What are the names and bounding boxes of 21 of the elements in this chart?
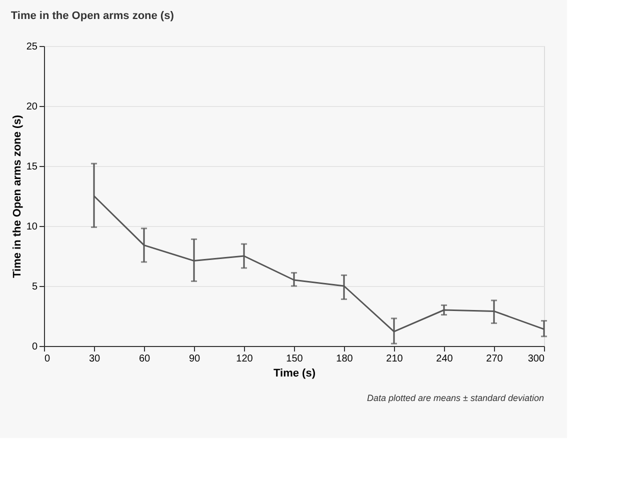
y-tick-label: 10 [26, 222, 38, 232]
x-tick-label: 270 [486, 354, 504, 364]
y-tick-label: 25 [26, 42, 38, 52]
x-tick-label: 120 [236, 354, 254, 364]
x-tick-label: 0 [44, 354, 50, 364]
x-tick-label: 300 [528, 354, 545, 364]
x-tick-label: 180 [336, 354, 354, 364]
x-tick-label: 150 [286, 354, 304, 364]
text: Data plotted are means ± standard deviation [366, 393, 544, 403]
y-tick-label: 15 [26, 162, 38, 172]
chart-title: Time in the Open arms zone (s) [10, 10, 174, 22]
x-axis-title: Time (s) [274, 368, 316, 380]
x-tick-label: 240 [436, 354, 454, 364]
x-tick-label: 60 [138, 354, 150, 364]
x-tick-label: 90 [188, 354, 200, 364]
y-tick-label: 5 [32, 282, 38, 292]
y-tick-label: 0 [32, 342, 38, 352]
y-axis-title: Time in the Open arms zone (s) [11, 114, 24, 278]
x-tick-label: 210 [386, 354, 404, 364]
x-tick-label: 30 [88, 354, 100, 364]
y-tick-label: 20 [26, 102, 38, 112]
